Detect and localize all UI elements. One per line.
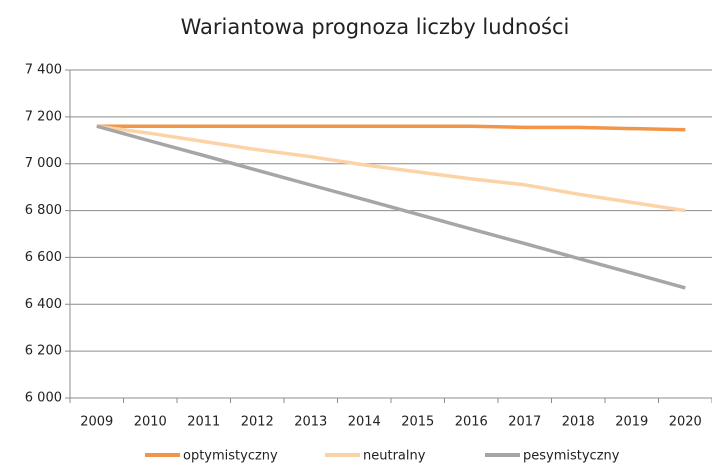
y-tick-label: 7 000 [25, 156, 62, 171]
x-tick-label: 2010 [134, 415, 167, 430]
y-tick-label: 7 200 [25, 109, 62, 124]
x-tick-label: 2015 [401, 415, 434, 430]
legend-label: neutralny [363, 449, 426, 463]
y-tick-label: 6 000 [25, 391, 62, 406]
x-tick-label: 2012 [241, 415, 274, 430]
legend-label: pesymistyczny [523, 449, 620, 463]
x-tick-label: 2011 [187, 415, 220, 430]
y-tick-label: 6 400 [25, 297, 62, 312]
y-tick-label: 6 800 [25, 203, 62, 218]
y-tick-label: 7 400 [25, 63, 62, 78]
series-line [96, 124, 686, 213]
y-tick-label: 6 200 [25, 344, 62, 359]
legend-label: optymistyczny [183, 449, 278, 463]
x-tick-label: 2018 [562, 415, 595, 430]
y-tick-label: 6 600 [25, 250, 62, 265]
chart-title: Wariantowa prognoza liczby ludności [181, 15, 570, 39]
x-tick-label: 2019 [615, 415, 648, 430]
x-tick-label: 2016 [455, 415, 488, 430]
x-tick-label: 2014 [348, 415, 381, 430]
series-line [96, 124, 686, 132]
x-tick-label: 2020 [669, 415, 702, 430]
x-tick-label: 2013 [294, 415, 327, 430]
series-line [96, 124, 686, 290]
x-tick-label: 2017 [508, 415, 541, 430]
x-tick-label: 2009 [80, 415, 113, 430]
